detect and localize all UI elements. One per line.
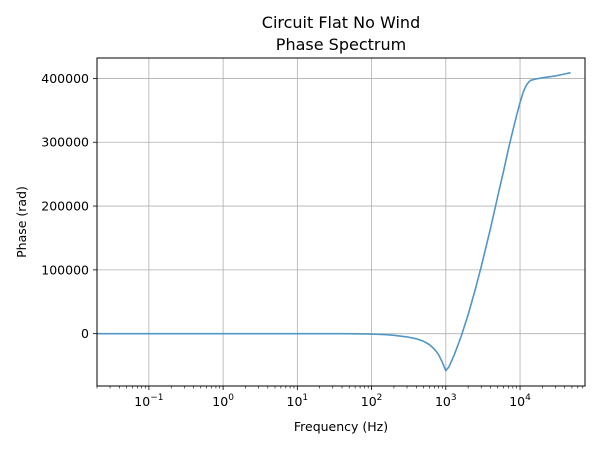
- x-axis-label: Frequency (Hz): [294, 419, 388, 434]
- ticks: 10−1 100 101 102 103 104 0 100000 200000 300000 40…: [41, 71, 584, 409]
- grid: [97, 58, 585, 386]
- phase-series-line: [97, 71, 571, 372]
- y-tick-label: 0: [81, 326, 89, 341]
- x-tick-label: 104: [509, 393, 531, 409]
- axes-frame: [96, 57, 586, 387]
- x-tick-label: 10−1: [134, 393, 163, 409]
- y-tick-label: 100000: [41, 262, 89, 277]
- y-tick-label: 400000: [41, 71, 89, 86]
- y-tick-label: 200000: [41, 199, 89, 214]
- x-tick-label: 100: [212, 393, 234, 409]
- chart-title-line1: Circuit Flat No Wind: [262, 13, 420, 32]
- x-tick-label: 102: [361, 393, 383, 409]
- x-tick-label: 101: [287, 393, 309, 409]
- chart-title-line2: Phase Spectrum: [276, 35, 406, 54]
- plot-area: [97, 71, 571, 372]
- x-tick-label: 103: [435, 393, 457, 409]
- y-axis-label: Phase (rad): [14, 186, 29, 258]
- y-tick-label: 300000: [41, 135, 89, 150]
